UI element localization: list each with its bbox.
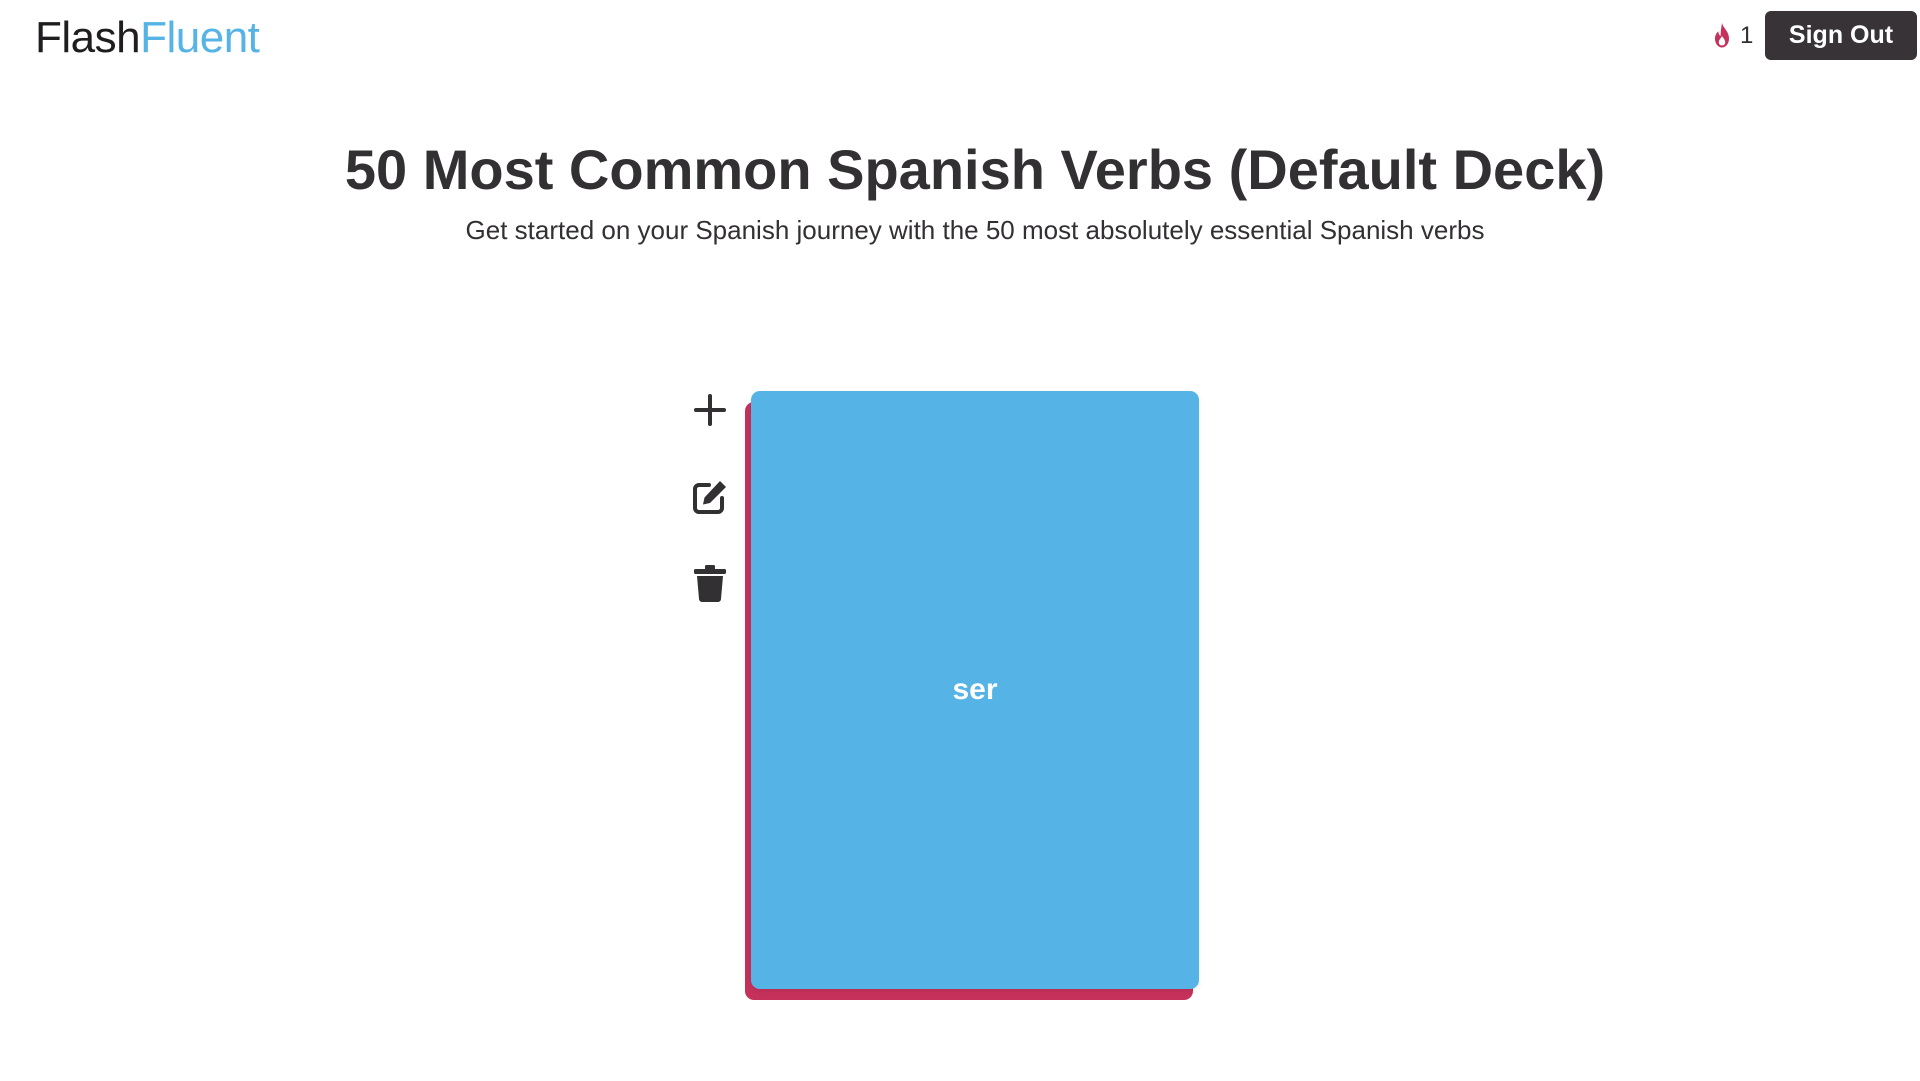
add-card-button[interactable] xyxy=(688,388,732,432)
logo-flash: Flash xyxy=(35,13,141,62)
flashcard[interactable]: ser xyxy=(751,391,1199,989)
trash-icon xyxy=(694,565,726,602)
delete-card-button[interactable] xyxy=(688,561,732,605)
plus-icon xyxy=(694,394,726,426)
deck-subtitle: Get started on your Spanish journey with… xyxy=(465,215,1485,245)
streak-count: 1 xyxy=(1740,22,1754,49)
edit-card-button[interactable] xyxy=(688,475,732,519)
deck-title: 50 Most Common Spanish Verbs (Default De… xyxy=(344,138,1606,201)
card-front-text: ser xyxy=(952,673,998,706)
logo-fluent: Fluent xyxy=(140,13,260,62)
sign-out-button[interactable]: Sign Out xyxy=(1765,11,1917,60)
edit-icon xyxy=(693,481,726,514)
flame-icon xyxy=(1715,23,1729,48)
app-logo[interactable]: FlashFluent xyxy=(35,12,260,64)
streak-indicator: 1 xyxy=(1710,20,1753,52)
